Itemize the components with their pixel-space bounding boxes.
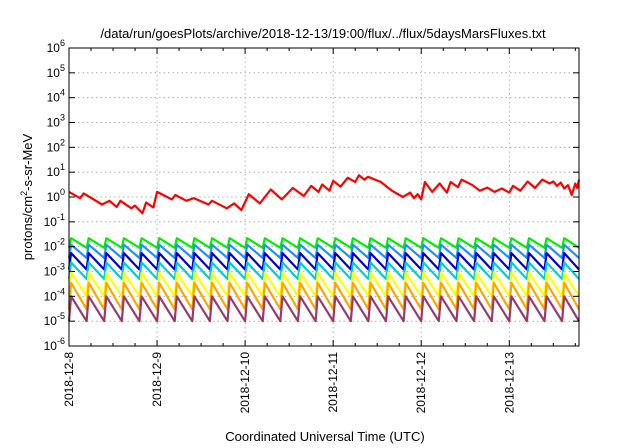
series-line-8	[68, 174, 581, 215]
y-tick-label: 103	[47, 113, 65, 130]
y-tick-label: 102	[47, 137, 65, 154]
series-line-3	[67, 252, 580, 271]
y-tick-label: 10-4	[44, 286, 65, 303]
x-tick-label: 2018-12-10	[238, 352, 252, 414]
x-tick-label: 2018-12-13	[502, 352, 516, 414]
x-tick-label: 2018-12-12	[414, 352, 428, 414]
y-axis: 10-6 10-5 10-4 10-3 10-2 10-1 100 101 102 103 104 1…	[44, 38, 579, 353]
y-tick-label: 100	[47, 187, 65, 204]
y-axis-title: protons/cm2-s-sr-MeV	[19, 133, 35, 260]
x-axis: 2018-12-8 2018-12-9 2018-12-10 2018-12-11 20…	[62, 48, 576, 414]
y-tick-label: 10-3	[44, 262, 65, 279]
series-line-7	[67, 295, 580, 323]
x-axis-title: Coordinated Universal Time (UTC)	[225, 429, 424, 444]
series-group	[67, 174, 581, 323]
y-tick-label: 101	[47, 162, 65, 179]
y-tick-label: 10-6	[44, 336, 65, 353]
series-line-4	[67, 261, 580, 281]
y-axis-title-suffix: -s-sr-MeV	[20, 133, 35, 190]
y-tick-label: 106	[47, 38, 65, 55]
chart-title: /data/run/goesPlots/archive/2018-12-13/1…	[100, 26, 546, 41]
x-tick-label: 2018-12-8	[62, 352, 76, 407]
y-tick-label: 105	[47, 63, 65, 80]
y-tick-label: 10-5	[44, 311, 65, 328]
y-tick-label: 10-2	[44, 237, 65, 254]
y-axis-title-superscript: 2	[19, 191, 29, 196]
series-line-2	[67, 243, 580, 260]
x-tick-label: 2018-12-9	[150, 352, 164, 407]
series-line-1	[67, 237, 580, 249]
y-axis-title-prefix: protons/cm	[20, 196, 35, 260]
y-tick-label: 104	[47, 88, 65, 105]
x-tick-label: 2018-12-11	[326, 352, 340, 413]
y-tick-label: 10-1	[44, 212, 65, 229]
